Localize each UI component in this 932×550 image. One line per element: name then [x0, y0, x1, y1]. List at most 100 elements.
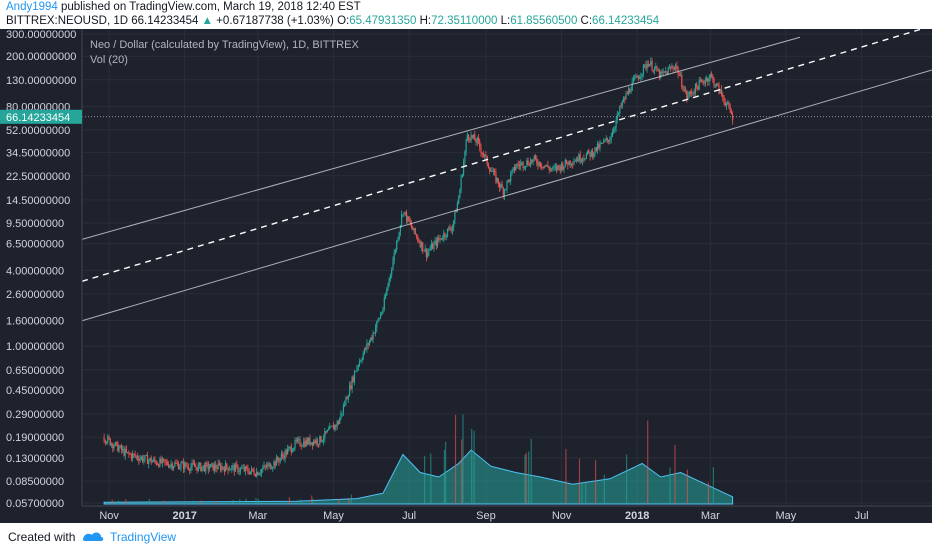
candle [357, 365, 359, 367]
candle [639, 76, 641, 79]
volume-bar [707, 482, 709, 504]
candle [559, 166, 561, 171]
candle [155, 461, 157, 465]
candle [598, 143, 600, 149]
candle [520, 163, 522, 166]
price-tick-label: 52.00000000 [6, 125, 70, 137]
candle [351, 377, 353, 389]
candle [218, 463, 220, 465]
candle [675, 65, 677, 70]
candle [277, 457, 279, 461]
price-tick-label: 0.45000000 [6, 385, 64, 397]
candle [523, 167, 525, 169]
candle [599, 143, 601, 149]
candle [372, 332, 374, 340]
price-tick-label: 1.00000000 [6, 341, 64, 353]
candle [347, 396, 349, 400]
candle [280, 454, 282, 458]
candle [166, 461, 168, 465]
candle [113, 445, 115, 449]
candle [424, 248, 426, 251]
candle [427, 251, 429, 257]
candle [130, 454, 132, 459]
candle [389, 274, 392, 278]
candle [413, 228, 415, 231]
price-chart[interactable]: 300.00000000200.00000000130.0000000080.0… [0, 29, 932, 523]
candle [458, 198, 460, 204]
candle [243, 467, 245, 471]
candle [477, 137, 480, 141]
price-tick-label: 0.05700000 [6, 498, 64, 510]
candle [103, 437, 105, 441]
candle [439, 238, 441, 240]
candle [553, 167, 555, 168]
candle [650, 61, 652, 65]
candle [398, 232, 400, 240]
candle [168, 464, 170, 468]
candle [241, 468, 243, 469]
candle [262, 468, 264, 470]
candle [138, 458, 140, 461]
candle [502, 187, 504, 196]
candle [652, 70, 654, 72]
low-value: 61.85560500 [510, 15, 578, 27]
candle [533, 155, 535, 159]
candle [169, 465, 171, 468]
candle [517, 164, 519, 165]
candle [677, 67, 679, 75]
price-axis [0, 29, 82, 506]
volume-bar [578, 458, 581, 504]
candle [724, 102, 726, 106]
candle [577, 159, 579, 162]
candle [332, 425, 335, 430]
channel-upper-line [81, 36, 801, 240]
candle [324, 431, 326, 439]
candle [587, 150, 589, 155]
candle [505, 189, 507, 190]
candle [350, 385, 352, 389]
candle [114, 442, 116, 446]
candle [544, 165, 546, 167]
candle [678, 74, 680, 76]
candle [525, 166, 527, 168]
candle [370, 337, 372, 342]
candle [407, 216, 409, 222]
author-link[interactable]: Andy1994 [6, 1, 58, 13]
candle [468, 134, 470, 139]
candle [620, 106, 622, 107]
candle [200, 463, 202, 471]
candle [254, 474, 256, 477]
candle [406, 212, 408, 222]
candle [459, 189, 461, 198]
candle [151, 461, 154, 463]
candle [201, 466, 203, 471]
candle [295, 440, 297, 441]
time-tick-label: May [323, 510, 344, 522]
candle [692, 92, 694, 94]
candle [291, 450, 294, 453]
candle [706, 78, 708, 81]
volume-bar [239, 499, 241, 504]
candle [331, 425, 333, 427]
volume-bar [524, 455, 526, 504]
candle [104, 440, 106, 443]
volume-bar [603, 474, 605, 504]
candle [184, 462, 186, 470]
volume-bar [311, 495, 313, 504]
candle [727, 102, 729, 104]
candle [278, 460, 280, 462]
chart-area[interactable]: 300.00000000 200.00000000 130.00000000 80.0… [0, 29, 932, 523]
candle [161, 458, 163, 463]
tradingview-link[interactable]: TradingView [110, 530, 177, 544]
candle [719, 89, 721, 94]
volume-bar [148, 499, 150, 504]
volume-bar [530, 439, 532, 504]
volume-bar [163, 500, 165, 504]
candle [568, 160, 570, 166]
candle [663, 71, 666, 73]
candle [399, 225, 401, 233]
candle [207, 463, 209, 470]
candle [392, 260, 394, 270]
candle [430, 243, 432, 249]
candle [203, 465, 206, 472]
